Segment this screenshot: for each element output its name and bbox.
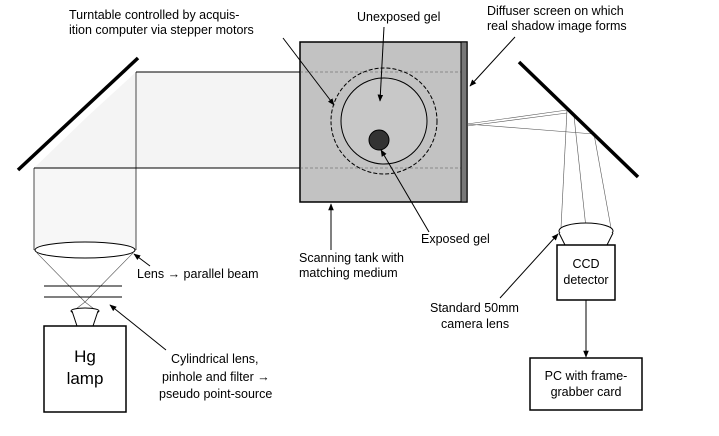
unexposed-gel [340,77,428,165]
label-cylindrical-3: pseudo point-source [159,387,272,401]
label-scanning-tank-2: matching medium [299,266,398,280]
mirror-left [16,56,140,172]
pc-label-1: PC with frame- [545,369,628,383]
hg-lamp-label-2: lamp [67,369,104,388]
camera-lens-mount [558,232,614,246]
label-cylindrical-2: pinhole and filter → [162,370,270,384]
label-exposed-gel: Exposed gel [421,232,490,246]
hg-lamp-box [43,325,127,413]
arrow-camera-lens [499,233,559,299]
pc-box [529,357,643,411]
label-turntable-2: ition computer via stepper motors [69,23,254,37]
lamp-nozzle [71,310,99,327]
label-scanning-tank-1: Scanning tank with [299,251,404,265]
light-beam-upper [34,72,300,168]
ccd-label-1: CCD [572,257,599,271]
label-diffuser-2: real shadow image forms [487,19,627,33]
arrow-cylindrical [109,304,167,351]
arrow-diffuser [469,36,516,87]
arrow-lens-parallel [133,253,151,267]
diffuser-screen [460,41,468,203]
label-cylindrical-1: Cylindrical lens, [171,352,259,366]
mirror-right [517,60,640,179]
arrow-exposed-gel [380,149,430,233]
arrow-unexposed-gel [377,26,385,102]
arrow-turntable [282,37,335,106]
label-diffuser-1: Diffuser screen on which [487,4,624,18]
hg-lamp-label-1: Hg [74,347,96,366]
label-camera-lens-2: camera lens [441,317,509,331]
ccd-label-2: detector [563,273,608,287]
light-beam-vertical [34,168,136,250]
label-camera-lens-1: Standard 50mm [430,301,519,315]
label-turntable-1: Turntable controlled by acquis- [69,8,239,22]
turntable [330,67,438,175]
label-unexposed-gel: Unexposed gel [357,10,440,24]
ccd-detector-box [556,244,616,301]
pc-label-2: grabber card [551,385,622,399]
exposed-gel [368,129,390,151]
collimating-lens [34,241,136,259]
label-lens-parallel: Lens → parallel beam [137,267,259,281]
